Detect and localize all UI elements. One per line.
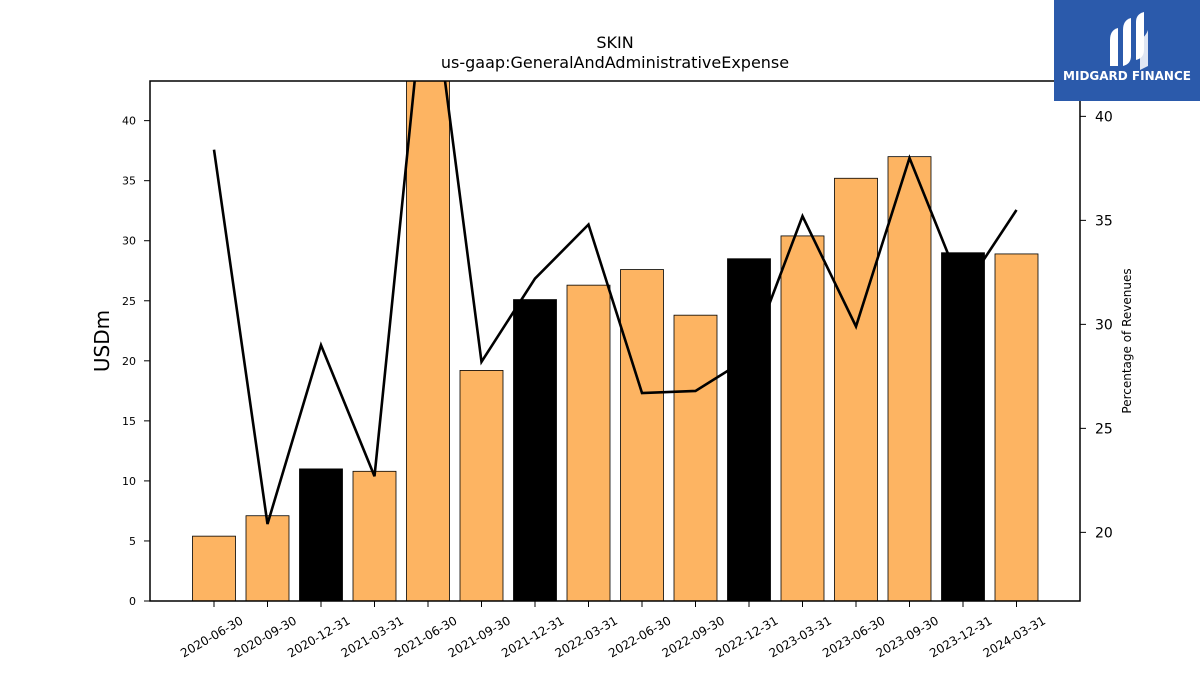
ratio-line [212,81,1018,525]
logo-mark-icon [1110,12,1148,70]
bar-2020-12-31 [299,468,343,602]
right-axis: 20 25 30 35 40 [1080,109,1113,541]
x-axis: 2020-06-302020-09-302020-12-312021-03-31… [178,601,1048,660]
y-tick-label: 30 [122,235,136,248]
logo-text: MIDGARD FINANCE [1063,69,1191,83]
bar-2021-09-30 [459,370,504,602]
y-tick-label: 5 [129,535,136,548]
ratio-line-group [212,81,1018,525]
y-tick-label: 35 [122,175,136,188]
bar-2022-12-31 [727,258,771,602]
bars-group [192,80,1039,602]
bar-2023-03-31 [780,235,825,602]
y-tick-label: 15 [122,415,136,428]
bar-2023-06-30 [834,177,878,602]
bar-2023-12-31 [941,252,985,602]
y-tick-label: 10 [122,475,136,488]
y-tick-label: 20 [122,355,136,368]
plot-frame [149,80,1081,602]
y-axis-label: USDm [90,310,114,372]
chart-title: SKIN [596,33,633,52]
left-axis: 0 5 10 15 20 25 30 35 40 [122,115,150,608]
bar-2023-09-30 [887,156,932,602]
y2-axis-label: Percentage of Revenues [1120,268,1134,413]
y-tick-label: 25 [122,295,136,308]
bar-2020-09-30 [245,515,290,602]
y2-tick-label: 35 [1095,213,1113,229]
y2-tick-label: 20 [1095,525,1113,541]
bar-2021-03-31 [352,470,397,602]
bar-2022-03-31 [566,284,611,602]
y2-tick-label: 30 [1095,317,1113,333]
chart-subtitle: us-gaap:GeneralAndAdministrativeExpense [441,53,789,72]
bar-2022-09-30 [673,314,718,602]
midgard-finance-logo: MIDGARD FINANCE [1054,0,1200,101]
bar-2020-06-30 [192,535,236,602]
bar-2022-06-30 [620,269,664,602]
y-tick-label: 40 [122,115,136,128]
y-tick-label: 0 [129,595,136,608]
bar-2021-06-30 [406,80,450,602]
bar-2021-12-31 [513,299,557,602]
y2-tick-label: 25 [1095,421,1113,437]
y2-tick-label: 40 [1095,109,1113,125]
bar-2024-03-31 [994,253,1039,602]
